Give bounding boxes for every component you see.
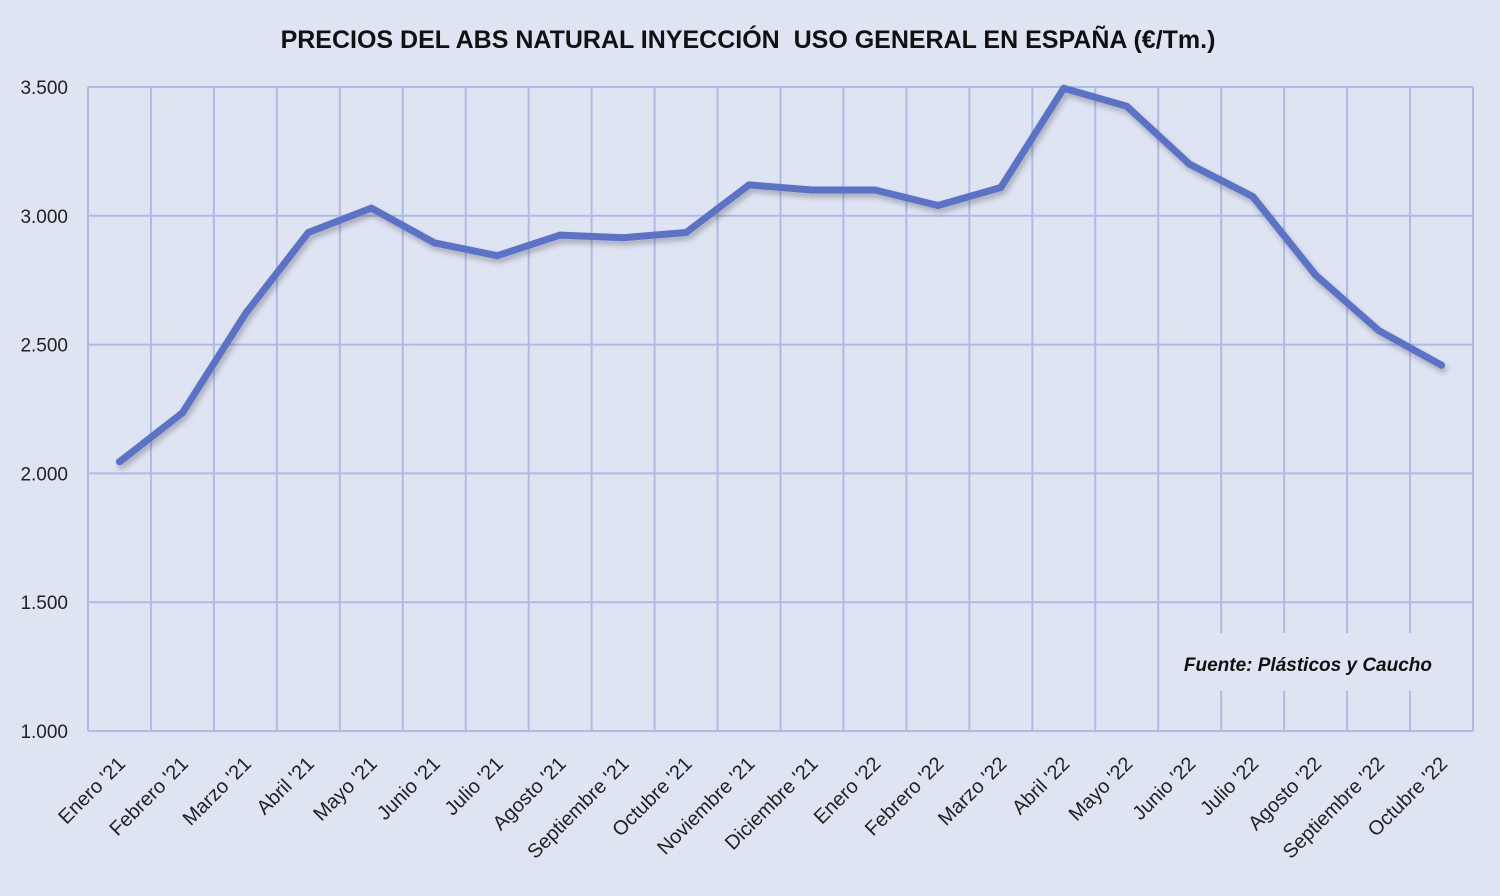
data-point — [808, 186, 816, 194]
data-point — [430, 239, 438, 247]
y-tick-label: 2.500 — [20, 336, 68, 357]
data-point — [997, 183, 1005, 191]
data-point — [934, 201, 942, 209]
y-axis-tick-labels: 1.000 1.500 2.000 2.500 3.000 3.500 — [20, 78, 68, 743]
source-annotation: Fuente: Plásticos y Caucho — [1184, 655, 1432, 676]
x-tick-label: Junio '22 — [1129, 753, 1201, 825]
data-point — [115, 458, 123, 466]
x-tick-label: Mayo '21 — [309, 753, 382, 826]
chart-title: PRECIOS DEL ABS NATURAL INYECCIÓN USO GE… — [281, 24, 1216, 54]
data-point — [178, 409, 186, 417]
y-tick-label: 3.000 — [20, 207, 68, 228]
x-tick-label: Junio '21 — [373, 753, 445, 825]
data-point — [1186, 160, 1194, 168]
data-point — [1123, 102, 1131, 110]
data-point — [745, 181, 753, 189]
series-line — [116, 84, 1445, 466]
grid-lines — [87, 86, 1474, 732]
y-tick-label: 3.500 — [20, 78, 68, 99]
x-tick-label: Mayo '22 — [1065, 753, 1138, 826]
source-annotation-background — [1160, 633, 1450, 691]
x-tick-label: Marzo '21 — [179, 753, 256, 830]
data-point — [1249, 192, 1257, 200]
y-tick-label: 1.000 — [20, 722, 68, 743]
data-point — [556, 231, 564, 239]
data-point — [367, 204, 375, 212]
series-layer — [115, 84, 1446, 466]
data-point — [619, 234, 627, 242]
data-point — [682, 229, 690, 237]
data-point — [304, 229, 312, 237]
data-point — [1375, 326, 1383, 334]
x-tick-label: Marzo '22 — [934, 753, 1011, 830]
y-tick-label: 2.000 — [20, 464, 68, 485]
data-point — [1312, 271, 1320, 279]
data-point — [1060, 84, 1068, 92]
data-point — [493, 252, 501, 260]
data-point — [241, 310, 249, 318]
y-tick-label: 1.500 — [20, 593, 68, 614]
data-point — [871, 186, 879, 194]
source-annotation-group: Fuente: Plásticos y Caucho — [1160, 633, 1450, 691]
data-point — [1438, 361, 1446, 369]
